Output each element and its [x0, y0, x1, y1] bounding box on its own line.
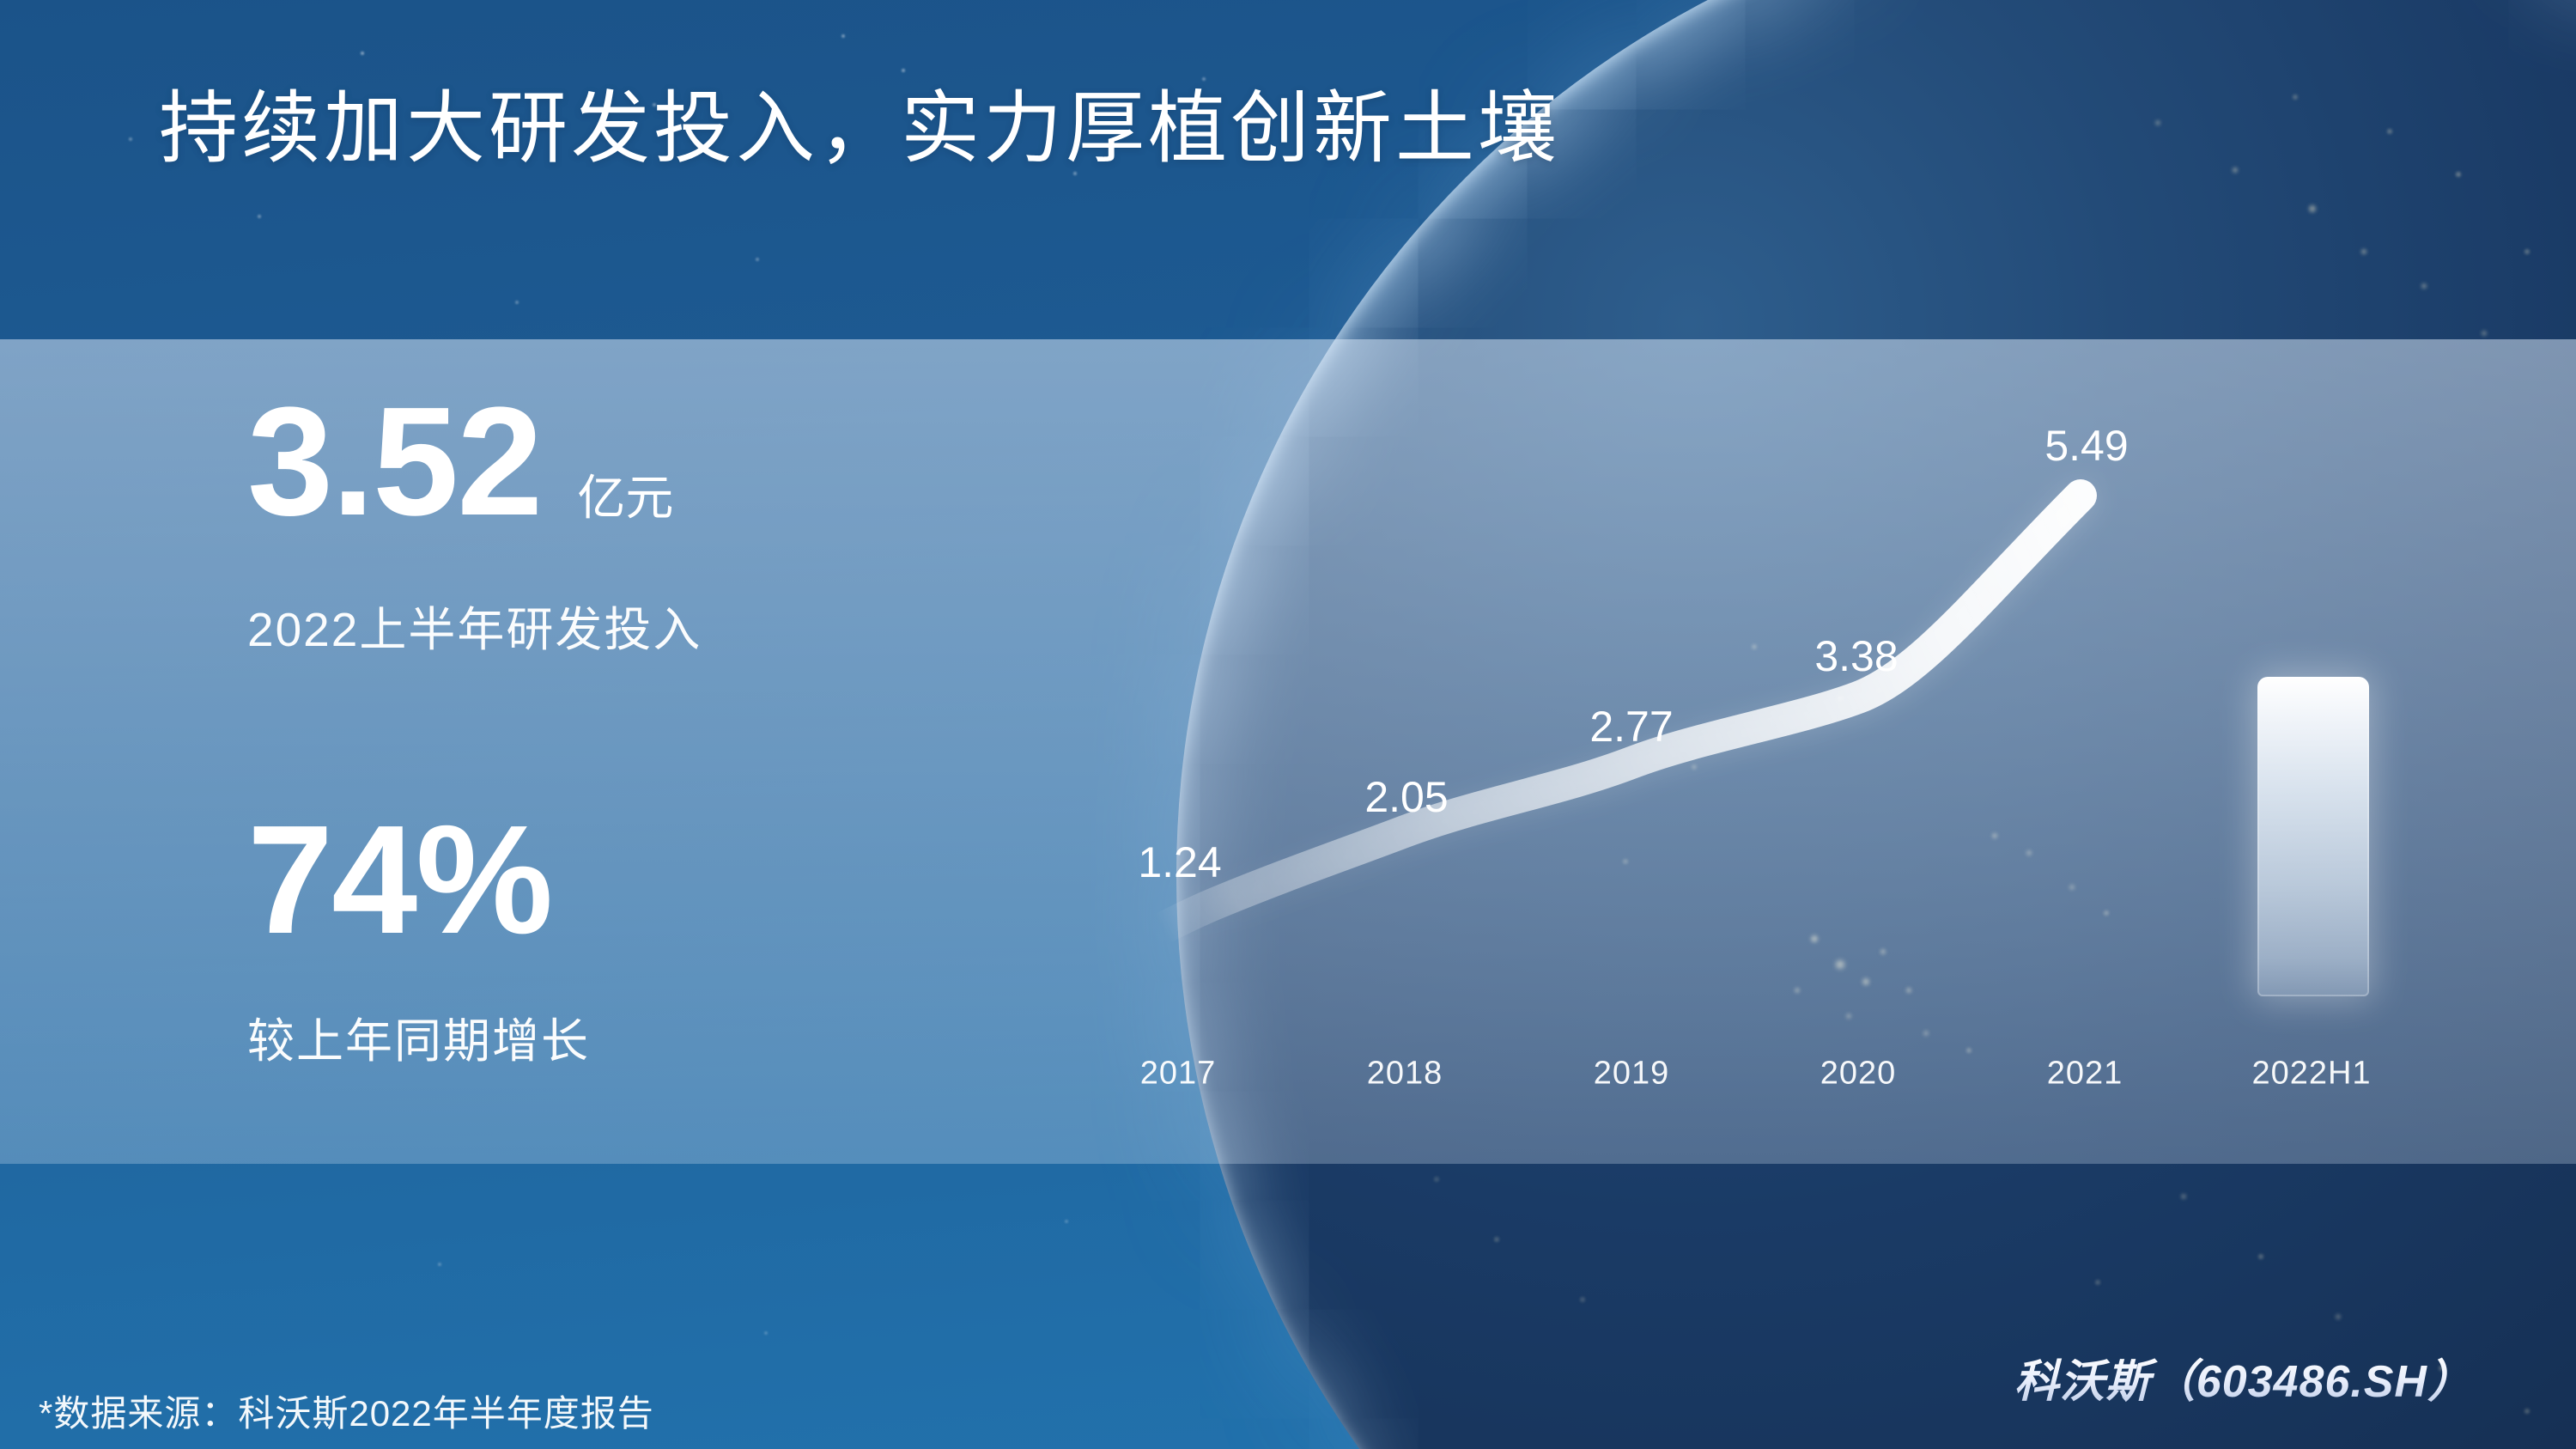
data-label-2021: 5.49 [2044, 422, 2129, 470]
data-label-2019: 2.77 [1589, 703, 1674, 751]
bar-2022h1 [2257, 677, 2369, 996]
data-label-2018: 2.05 [1364, 773, 1449, 821]
stat-rd-investment: 3.52 亿元 2022上半年研发投入 [247, 385, 702, 660]
stat-value: 3.52 [247, 375, 543, 548]
company-ticker-label: 科沃斯（603486.SH） [2014, 1345, 2473, 1409]
stat-caption: 2022上半年研发投入 [247, 603, 702, 656]
stat-unit: 亿元 [577, 471, 674, 525]
translucent-content-band [0, 339, 2576, 1164]
stat-value-row: 3.52 亿元 [247, 385, 702, 539]
trend-line-path [1145, 479, 2097, 946]
data-label-2020: 3.38 [1814, 632, 1899, 680]
page-title: 持续加大研发投入，实力厚植创新土壤 [159, 85, 1561, 173]
data-label-2017: 1.24 [1138, 838, 1222, 886]
stat-caption: 较上年同期增长 [247, 1014, 591, 1068]
axis-label-2020: 2020 [1820, 1055, 1897, 1092]
stat-yoy-growth: 74% 较上年同期增长 [247, 803, 590, 1071]
stat-value-row: 74% [247, 803, 590, 958]
axis-label-2022h1: 2022H1 [2251, 1055, 2372, 1092]
axis-label-2017: 2017 [1139, 1055, 1217, 1092]
axis-label-2021: 2021 [2046, 1055, 2123, 1092]
axis-label-2019: 2019 [1593, 1055, 1670, 1092]
stat-value: 74% [247, 794, 553, 966]
data-source-note: *数据来源：科沃斯2022年半年度报告 [39, 1393, 654, 1434]
axis-label-2018: 2018 [1366, 1055, 1443, 1092]
rd-trend-line-chart [1145, 479, 2097, 946]
